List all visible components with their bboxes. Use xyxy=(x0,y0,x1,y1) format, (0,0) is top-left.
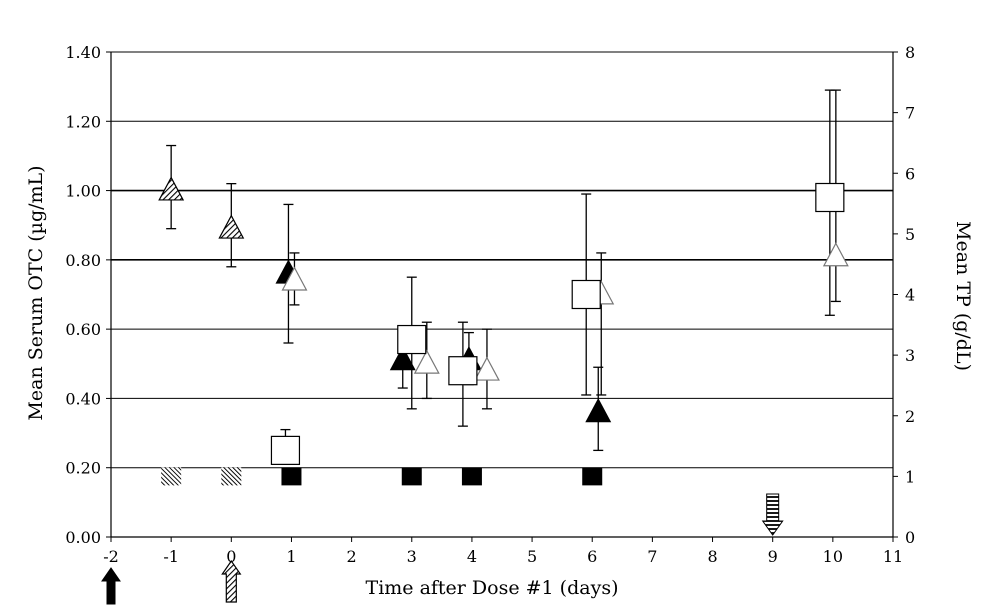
y-right-tick-label: 3 xyxy=(905,346,915,365)
y-right-tick-label: 8 xyxy=(905,43,915,62)
hatched-square-marker xyxy=(221,467,242,486)
open-square-marker xyxy=(815,182,845,213)
y-right-tick-label: 4 xyxy=(905,286,915,305)
x-tick-label: 10 xyxy=(823,547,843,566)
y-left-tick-label: 1.00 xyxy=(65,182,101,201)
y-right-tick-label: 7 xyxy=(905,104,915,123)
y-right-tick-label: 6 xyxy=(905,164,915,183)
hatched-square-marker xyxy=(161,467,182,486)
y-right-tick-label: 0 xyxy=(905,528,915,547)
y-right-tick-label: 5 xyxy=(905,225,915,244)
x-tick-label: 5 xyxy=(527,547,537,566)
open-triangle-marker xyxy=(281,266,308,291)
hatched-triangle-marker xyxy=(218,214,245,239)
open-square-marker xyxy=(448,356,478,386)
y-right-tick-label: 2 xyxy=(905,407,915,426)
hatched-triangle-marker xyxy=(158,176,185,201)
y-right-tick-label: 1 xyxy=(905,467,915,486)
open-square-marker xyxy=(270,435,301,465)
y-left-tick-label: 1.20 xyxy=(65,112,101,131)
y-left-tick-label: 1.40 xyxy=(65,43,101,62)
dose-arrow-hatched-up xyxy=(221,559,242,603)
y-left-tick-label: 0.00 xyxy=(65,528,101,547)
filled-square-marker xyxy=(582,467,603,486)
open-square-marker xyxy=(397,324,427,355)
x-tick-label: 6 xyxy=(587,547,597,566)
y-left-tick-label: 0.40 xyxy=(65,389,101,408)
open-square-marker xyxy=(571,279,601,310)
x-tick-label: 1 xyxy=(286,547,296,566)
y-axis-right-title: Mean TP (g/dL) xyxy=(952,221,974,371)
filled-triangle-marker xyxy=(585,398,612,423)
y-left-tick-label: 0.80 xyxy=(65,251,101,270)
x-tick-label: 3 xyxy=(407,547,417,566)
y-left-tick-label: 0.20 xyxy=(65,459,101,478)
filled-square-marker xyxy=(461,467,482,486)
dose-arrow-filled-up xyxy=(101,567,121,605)
filled-triangle-marker xyxy=(389,346,416,371)
x-tick-label: 2 xyxy=(347,547,357,566)
filled-square-marker xyxy=(401,467,422,486)
x-tick-label: -1 xyxy=(163,547,179,566)
open-triangle-marker xyxy=(413,349,440,374)
open-triangle-marker xyxy=(474,356,500,381)
dose-arrow-striped-down xyxy=(761,493,784,536)
x-tick-label: 9 xyxy=(768,547,778,566)
x-tick-label: 8 xyxy=(707,547,717,566)
x-axis-title: Time after Dose #1 (days) xyxy=(366,577,619,599)
filled-square-marker xyxy=(281,467,302,486)
y-left-tick-label: 0.60 xyxy=(65,320,101,339)
x-tick-label: 0 xyxy=(226,547,236,566)
y-axis-left-title: Mean Serum OTC (µg/mL) xyxy=(25,165,47,420)
x-tick-label: 4 xyxy=(467,547,477,566)
open-triangle-marker xyxy=(822,242,849,267)
x-tick-label: -2 xyxy=(103,547,119,566)
x-tick-label: 11 xyxy=(883,547,903,566)
x-tick-label: 7 xyxy=(647,547,657,566)
